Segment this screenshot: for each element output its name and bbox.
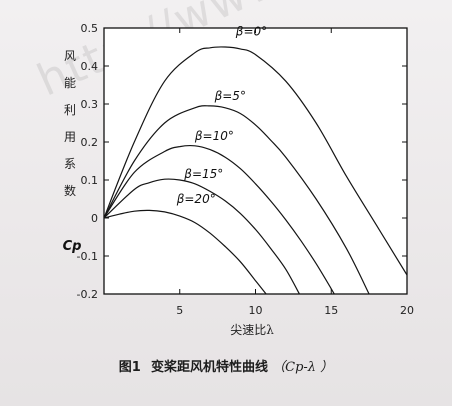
series-line-3 <box>103 178 300 295</box>
series-line-4 <box>103 209 267 295</box>
figure-number: 图1 <box>118 360 141 375</box>
x-tick-label: 5 <box>176 304 183 317</box>
y-axis-title-char: 数 <box>64 183 76 198</box>
y-axis-title-symbol: Cp <box>63 239 82 254</box>
cp-lambda-chart: 0.5 0.4 0.3 0.2 0.1 0 -0.1 -0.2 5 10 15 20 β=0° β=5… <box>63 22 414 337</box>
figure-title: 变桨距风机特性曲线 <box>150 360 268 375</box>
series-line-2 <box>103 144 335 295</box>
y-tick-label: -0.1 <box>77 250 98 263</box>
curve-label: β=15° <box>183 167 223 181</box>
y-tick-label: 0.1 <box>81 174 99 187</box>
plot-area <box>103 27 408 295</box>
series-line-0 <box>103 46 408 276</box>
figure-variable: （Cp-λ ） <box>272 360 334 375</box>
series-line-1 <box>103 105 370 295</box>
x-tick-label: 15 <box>324 304 338 317</box>
y-axis-ticks: 0.5 0.4 0.3 0.2 0.1 0 -0.1 -0.2 <box>77 22 407 301</box>
curve-labels: β=0° β=5° β=10° β=15° β=20° <box>176 25 267 206</box>
y-tick-label: 0.3 <box>81 98 99 111</box>
curve-label: β=5° <box>214 89 246 103</box>
y-tick-label: 0.5 <box>81 22 99 35</box>
y-axis-title-char: 利 <box>64 103 76 117</box>
y-tick-label: -0.2 <box>77 288 98 301</box>
y-tick-label: 0.2 <box>81 136 99 149</box>
curve-label: β=20° <box>176 192 216 206</box>
y-axis-title-char: 风 <box>64 49 76 63</box>
figure-caption: 图1 变桨距风机特性曲线 （Cp-λ ） <box>0 356 452 375</box>
curve-label: β=0° <box>235 25 267 39</box>
x-tick-label: 10 <box>249 304 263 317</box>
x-axis-ticks: 5 10 15 20 <box>176 28 414 317</box>
curve-label: β=10° <box>194 129 234 143</box>
x-axis-title: 尖速比λ <box>230 323 274 337</box>
y-tick-label: 0.4 <box>81 60 99 73</box>
y-axis-title-char: 能 <box>64 76 76 90</box>
plot-frame <box>103 27 408 295</box>
series-lines <box>103 46 408 295</box>
x-tick-label: 20 <box>400 304 414 317</box>
y-axis-title-char: 系 <box>64 157 76 171</box>
y-axis-title-char: 用 <box>64 130 76 144</box>
y-tick-label: 0 <box>91 212 98 225</box>
